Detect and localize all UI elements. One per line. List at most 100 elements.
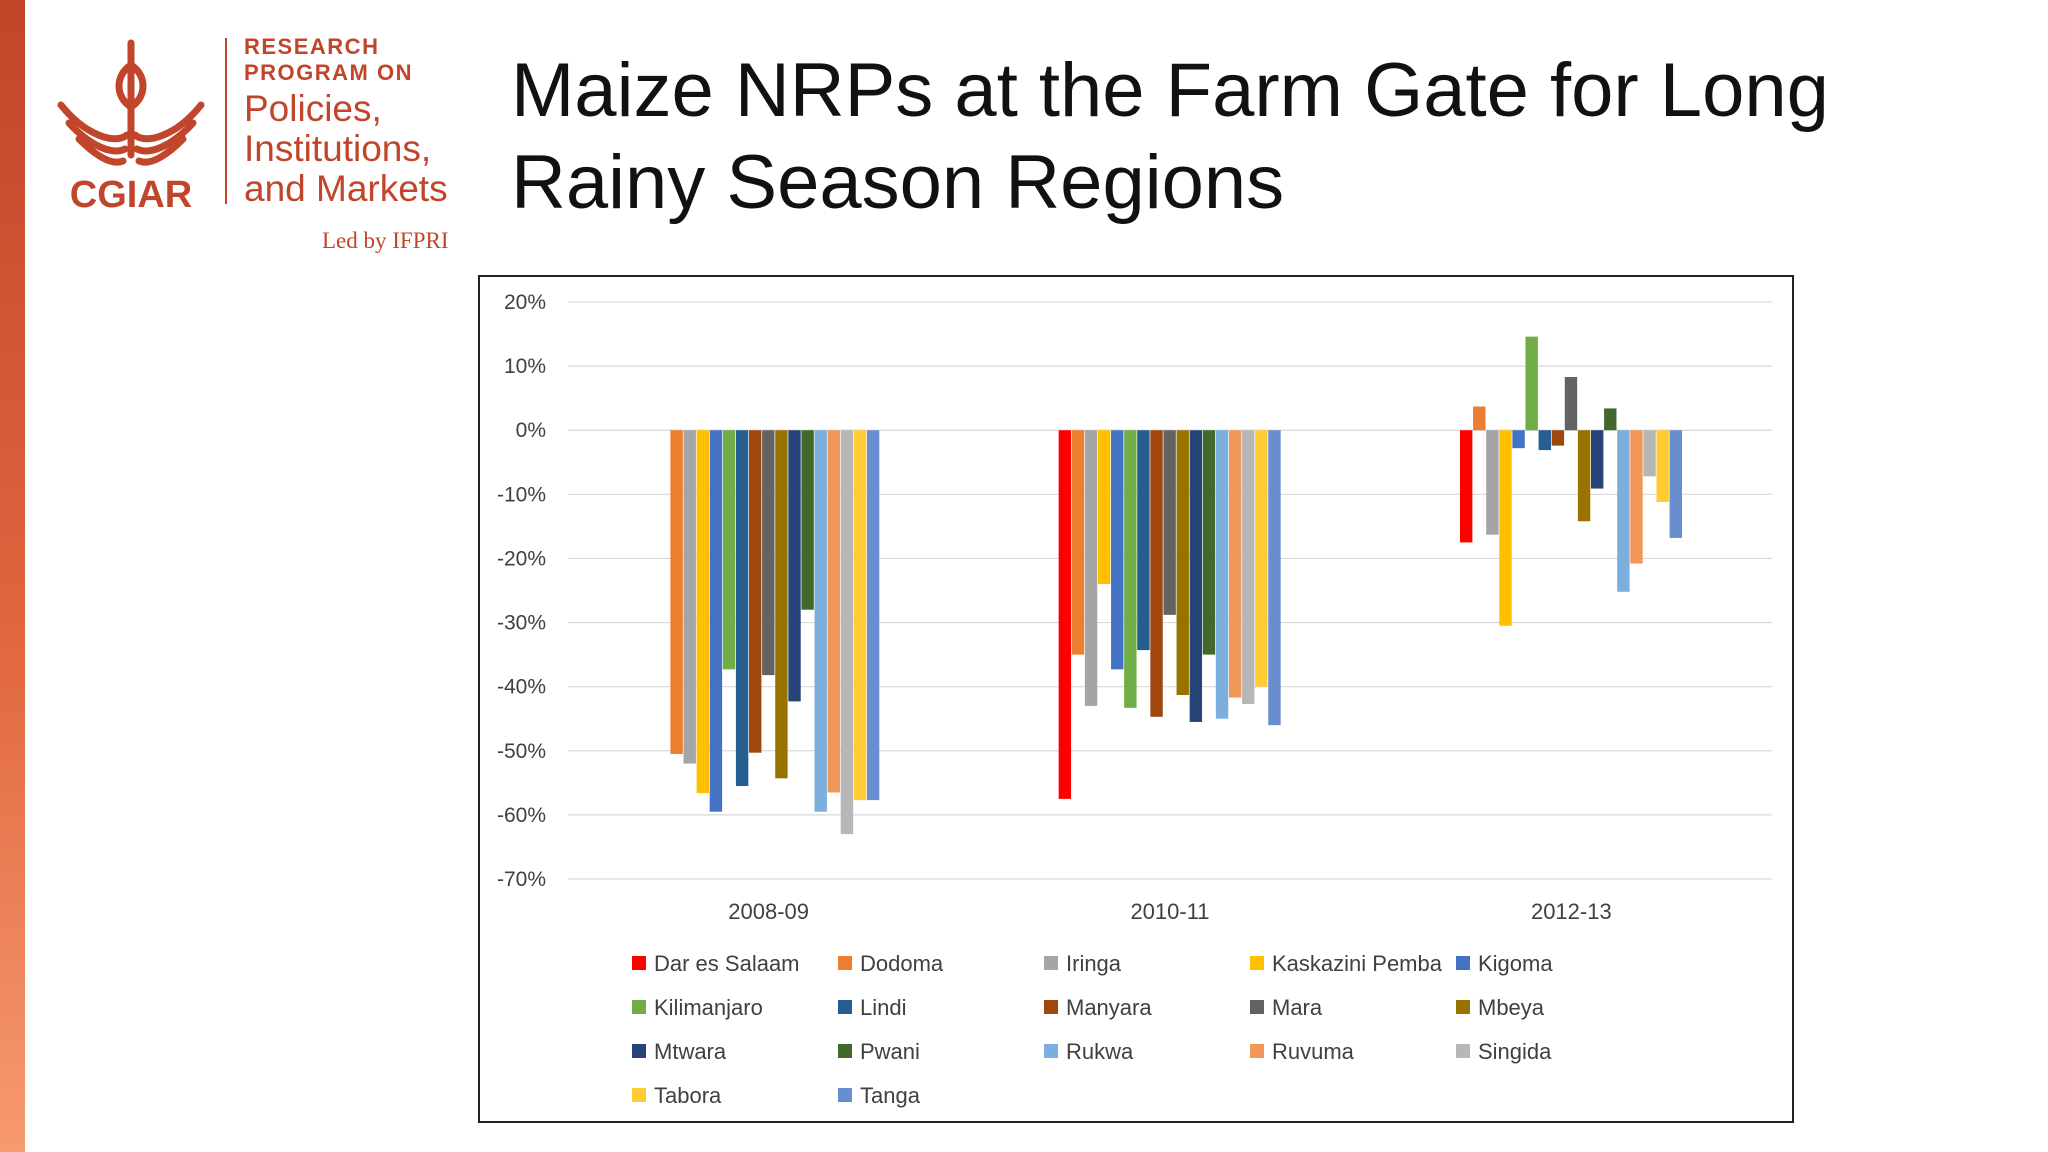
legend-label: Rukwa (1066, 1039, 1134, 1064)
bar (1228, 430, 1242, 698)
legend-swatch (632, 956, 646, 970)
legend-swatch (1456, 1000, 1470, 1014)
legend-label: Kilimanjaro (654, 995, 763, 1020)
bar (1459, 430, 1473, 543)
bar (1486, 430, 1499, 535)
bar (801, 430, 814, 610)
bar (1630, 430, 1643, 564)
logo-led-by-text: Led by IFPRI (322, 228, 449, 253)
bar-chart: 20% 10% 0% -10% -20% -30% -40% -50% -60% -70% 2008… (497, 291, 1772, 1108)
legend-swatch (1456, 956, 1470, 970)
bar (696, 430, 710, 794)
legend-swatch (1250, 956, 1264, 970)
x-category-label: 2012-13 (1531, 899, 1612, 924)
bar (1656, 430, 1669, 503)
bar (1058, 430, 1072, 799)
legend-swatch (1044, 956, 1058, 970)
legend-label: Pwani (860, 1039, 920, 1064)
bar (853, 430, 867, 801)
legend-label: Mbeya (1478, 995, 1545, 1020)
cgiar-logo-icon: CGIAR (57, 39, 205, 213)
bar (866, 430, 880, 801)
y-tick-label: -30% (497, 612, 546, 635)
bar (1268, 430, 1281, 726)
legend-label: Dar es Salaam (654, 951, 800, 976)
logo-markets-text: and Markets (244, 168, 448, 209)
legend-label: Lindi (860, 995, 906, 1020)
bar (1176, 430, 1189, 696)
y-tick-label: -40% (497, 676, 546, 699)
bar (1124, 430, 1137, 708)
bar (1111, 430, 1124, 670)
bar (775, 430, 788, 779)
legend-label: Singida (1478, 1039, 1552, 1064)
bar (722, 430, 736, 670)
y-tick-label: -20% (497, 547, 546, 570)
bar (1189, 430, 1203, 722)
legend-label: Dodoma (860, 951, 944, 976)
y-tick-label: 0% (516, 419, 546, 442)
legend-swatch (838, 1088, 852, 1102)
legend-swatch (632, 1088, 646, 1102)
bar (735, 430, 749, 787)
bar (670, 430, 683, 754)
legend-label: Ruvuma (1272, 1039, 1355, 1064)
bar (1643, 430, 1656, 477)
legend-swatch (1044, 1044, 1058, 1058)
bar (1215, 430, 1229, 719)
legend-swatch (1250, 1044, 1264, 1058)
legend-label: Mtwara (654, 1039, 727, 1064)
legend-label: Manyara (1066, 995, 1152, 1020)
logo-program-text: PROGRAM ON (244, 60, 413, 85)
logo-policies-text: Policies, (244, 88, 382, 129)
legend-swatch (632, 1044, 646, 1058)
bar (1255, 430, 1268, 687)
bar (1071, 430, 1085, 655)
legend-label: Kigoma (1478, 951, 1553, 976)
bar (1473, 406, 1486, 431)
legend-swatch (838, 956, 852, 970)
legend-label: Kaskazini Pemba (1272, 951, 1443, 976)
logo-institutions-text: Institutions, (244, 128, 432, 169)
bar (1590, 430, 1604, 489)
legend-label: Tabora (654, 1083, 722, 1108)
bar (827, 430, 841, 793)
legend-swatch (632, 1000, 646, 1014)
y-tick-label: -50% (497, 740, 546, 763)
bar (1525, 336, 1538, 431)
page-title: Maize NRPs at the Farm Gate for Long Rai… (511, 48, 1829, 225)
chart-frame: 20% 10% 0% -10% -20% -30% -40% -50% -60% -70% 2008… (478, 275, 1794, 1123)
accent-side-bar (0, 0, 25, 1152)
bar (1150, 430, 1163, 717)
bar (709, 430, 723, 812)
legend-swatch (838, 1000, 852, 1014)
legend-label: Mara (1272, 995, 1323, 1020)
bar (1577, 430, 1591, 522)
logo-cgiar-text: CGIAR (70, 174, 192, 213)
bar (1242, 430, 1255, 704)
legend-swatch (1456, 1044, 1470, 1058)
y-tick-label: -60% (497, 804, 546, 827)
legend-label: Iringa (1066, 951, 1122, 976)
bar (1564, 377, 1578, 431)
bar (1604, 408, 1617, 431)
bar (1538, 430, 1551, 451)
bar (1669, 430, 1682, 538)
x-category-label: 2008-09 (728, 899, 809, 924)
x-category-label: 2010-11 (1130, 899, 1209, 924)
logo-divider (225, 38, 227, 204)
bar (1137, 430, 1150, 651)
bar (1163, 430, 1176, 615)
bar (1617, 430, 1630, 592)
legend-swatch (838, 1044, 852, 1058)
bar (1512, 430, 1525, 449)
bar (749, 430, 762, 753)
legend-swatch (1250, 1000, 1264, 1014)
bar (683, 430, 696, 764)
y-tick-label: -10% (497, 483, 546, 506)
bar (1084, 430, 1098, 706)
bar (788, 430, 801, 702)
logo-research-text: RESEARCH (244, 34, 380, 59)
bar (1499, 430, 1512, 626)
bar (1097, 430, 1111, 585)
